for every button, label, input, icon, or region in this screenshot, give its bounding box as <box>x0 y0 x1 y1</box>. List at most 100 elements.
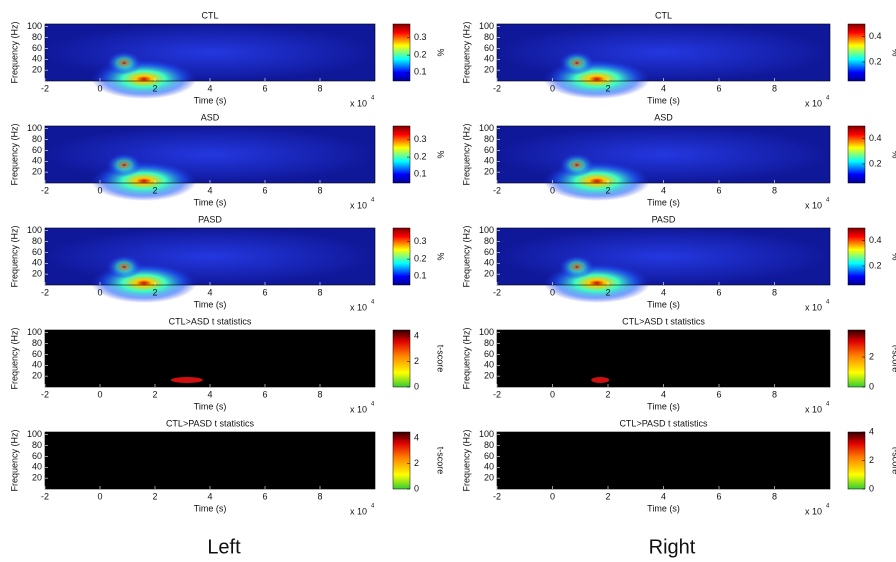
colorbar-label: % <box>436 48 446 56</box>
x-scale: x 10 <box>350 98 367 108</box>
colorbar-tick-label: 0.2 <box>414 253 427 263</box>
x-tick-label: 0 <box>550 287 555 297</box>
y-tick-label: 80 <box>484 134 494 144</box>
y-axis-label: Frequency (Hz) <box>9 123 19 185</box>
y-tick-label: 80 <box>32 236 42 246</box>
y-tick-label: 80 <box>32 338 42 348</box>
y-tick-label: 80 <box>484 32 494 42</box>
y-tick-label: 20 <box>484 167 494 177</box>
x-tick-label: -2 <box>493 491 501 501</box>
colorbar-label: t-score <box>436 447 446 475</box>
x-tick-label: -2 <box>41 83 49 93</box>
y-axis-label: Frequency (Hz) <box>9 429 19 491</box>
x-scale: x 10 <box>805 200 822 210</box>
x-tick-label: -2 <box>493 287 501 297</box>
colorbar-label: % <box>436 150 446 158</box>
y-tick-label: 100 <box>27 21 42 31</box>
y-tick-label: 40 <box>484 258 494 268</box>
x-tick-label: -2 <box>493 389 501 399</box>
x-tick-label: 0 <box>550 389 555 399</box>
y-tick-label: 100 <box>479 429 494 439</box>
x-tick-label: 2 <box>152 185 157 195</box>
y-tick-label: 20 <box>32 269 42 279</box>
panel-title: CTL>ASD t statistics <box>622 316 705 326</box>
y-tick-label: 40 <box>32 156 42 166</box>
colorbar-tick-label: 0.2 <box>414 49 427 59</box>
colorbar <box>847 227 866 286</box>
x-tick-label: 0 <box>550 491 555 501</box>
x-scale-exponent: 4 <box>371 300 375 306</box>
x-scale-exponent: 4 <box>371 198 375 204</box>
y-tick-label: 80 <box>484 236 494 246</box>
colorbar-tick-label: 0.2 <box>869 158 882 168</box>
panel-title: PASD <box>198 214 222 224</box>
x-tick-label: 8 <box>772 83 777 93</box>
x-axis-label: Time (s) <box>194 95 227 105</box>
heatmap-blob <box>106 153 143 177</box>
y-tick-label: 60 <box>32 349 42 359</box>
y-tick-label: 100 <box>479 21 494 31</box>
panel-title: CTL>ASD t statistics <box>169 316 252 326</box>
heatmap-image <box>497 432 830 489</box>
y-tick-label: 80 <box>32 440 42 450</box>
colorbar-tick-label: 4 <box>869 426 874 436</box>
y-tick-label: 60 <box>484 247 494 257</box>
y-tick-label: 20 <box>484 371 494 381</box>
x-tick-label: 8 <box>317 287 322 297</box>
y-axis-label: Frequency (Hz) <box>461 429 471 491</box>
x-tick-label: 4 <box>661 389 666 399</box>
x-tick-label: 2 <box>605 185 610 195</box>
colorbar-tick-label: 0 <box>414 381 419 391</box>
y-axis-label: Frequency (Hz) <box>461 327 471 389</box>
x-tick-label: 4 <box>207 287 212 297</box>
x-tick-label: 6 <box>262 287 267 297</box>
x-axis-label: Time (s) <box>194 299 227 309</box>
y-tick-label: 20 <box>484 269 494 279</box>
y-tick-label: 40 <box>32 54 42 64</box>
x-tick-label: 0 <box>97 185 102 195</box>
x-tick-label: 4 <box>207 185 212 195</box>
colorbar-tick-label: 0.4 <box>869 235 882 245</box>
y-tick-label: 40 <box>484 462 494 472</box>
heatmap-blob <box>558 153 595 177</box>
x-axis-label: Time (s) <box>647 401 680 411</box>
x-tick-label: 6 <box>262 83 267 93</box>
x-scale: x 10 <box>350 302 367 312</box>
heatmap-blob <box>106 255 143 279</box>
y-tick-label: 60 <box>32 145 42 155</box>
x-scale-exponent: 4 <box>826 504 830 510</box>
x-tick-label: -2 <box>41 287 49 297</box>
heatmap-image <box>45 330 375 387</box>
colorbar-tick-label: 4 <box>414 331 419 341</box>
heatmap-image <box>45 432 375 489</box>
x-tick-label: 6 <box>262 185 267 195</box>
colorbar <box>392 125 411 184</box>
x-tick-label: 6 <box>262 491 267 501</box>
y-tick-label: 100 <box>479 327 494 337</box>
y-tick-label: 60 <box>484 43 494 53</box>
x-tick-label: 8 <box>772 389 777 399</box>
x-scale: x 10 <box>805 404 822 414</box>
x-tick-label: -2 <box>493 185 501 195</box>
x-tick-label: 4 <box>661 83 666 93</box>
colorbar-tick-label: 0.2 <box>869 56 882 66</box>
y-tick-label: 60 <box>484 145 494 155</box>
y-tick-label: 20 <box>484 473 494 483</box>
x-tick-label: 8 <box>772 491 777 501</box>
x-axis-label: Time (s) <box>194 197 227 207</box>
y-tick-label: 20 <box>32 371 42 381</box>
x-tick-label: 8 <box>317 491 322 501</box>
colorbar-tick-label: 0.2 <box>414 151 427 161</box>
x-tick-label: 6 <box>262 389 267 399</box>
panel-title: CTL>PASD t statistics <box>619 418 708 428</box>
x-tick-label: 6 <box>716 185 721 195</box>
y-tick-label: 40 <box>32 462 42 472</box>
colorbar-tick-label: 2 <box>869 351 874 361</box>
y-tick-label: 40 <box>32 258 42 268</box>
caption: Left <box>207 536 241 558</box>
y-tick-label: 40 <box>32 360 42 370</box>
x-tick-label: 2 <box>152 83 157 93</box>
colorbar-label: % <box>436 252 446 260</box>
x-tick-label: 0 <box>97 491 102 501</box>
